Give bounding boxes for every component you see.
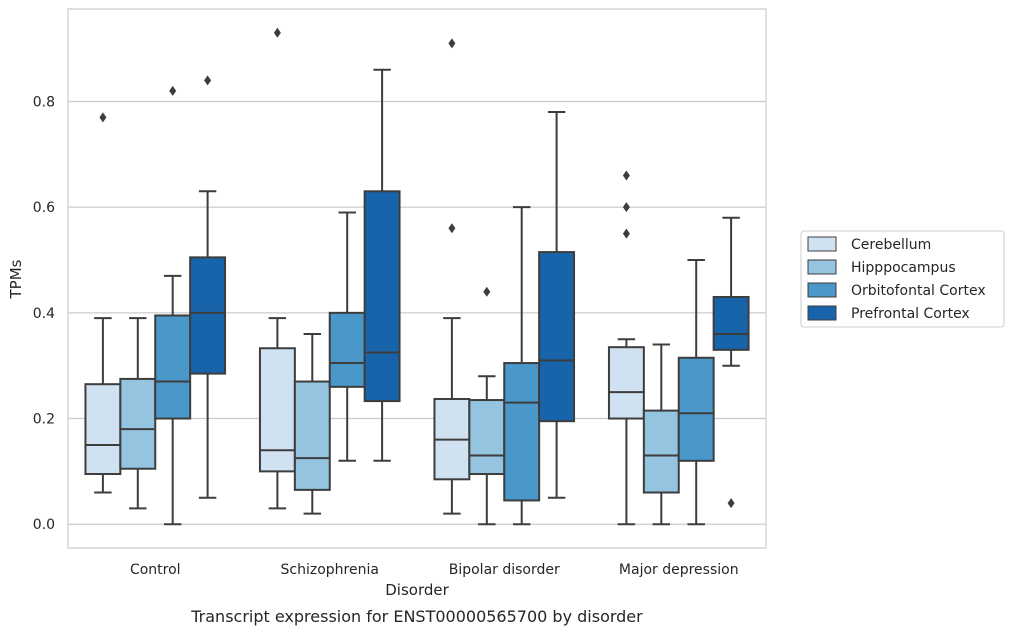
- box-1-2: [328, 211, 366, 462]
- box-3-2: [677, 259, 715, 526]
- box-3-0: [607, 170, 645, 526]
- chart-caption: Transcript expression for ENST0000056570…: [190, 607, 643, 626]
- box-1-3: [363, 68, 401, 462]
- box-iqr: [607, 346, 645, 420]
- box-0-0: [84, 112, 122, 494]
- legend-swatch: [807, 259, 837, 275]
- legend-label: Hipppocampus: [851, 260, 956, 276]
- box-iqr: [119, 377, 157, 470]
- y-tick-label: 0.4: [33, 306, 55, 322]
- box-iqr: [328, 311, 366, 388]
- box-3-3: [712, 216, 750, 509]
- box-iqr: [258, 347, 296, 473]
- box-iqr: [154, 314, 192, 420]
- legend-swatch: [807, 236, 837, 252]
- outlier-point: [727, 498, 735, 509]
- outlier-point: [169, 85, 177, 96]
- outlier-point: [273, 27, 281, 38]
- y-tick-label: 0.6: [33, 200, 55, 216]
- box-series-group: [84, 27, 750, 526]
- x-tick-label: Bipolar disorder: [449, 562, 560, 578]
- box-iqr: [189, 256, 227, 375]
- box-iqr: [84, 383, 122, 476]
- box-2-2: [503, 206, 541, 526]
- box-1-1: [293, 332, 331, 515]
- box-iqr: [712, 295, 750, 351]
- outlier-point: [204, 75, 212, 86]
- legend-label: Prefrontal Cortex: [851, 306, 970, 322]
- legend: Cerebellum Hipppocampus Orbitofontal Corte…: [800, 230, 1005, 328]
- x-axis-title: Disorder: [385, 581, 449, 599]
- y-tick-label: 0.0: [33, 517, 55, 533]
- legend-swatch: [807, 305, 837, 321]
- x-tick-labels: Control Schizophrenia Bipolar disorder Majo…: [130, 562, 739, 578]
- outlier-point: [483, 286, 491, 297]
- box-2-1: [468, 286, 506, 526]
- outlier-point: [622, 170, 630, 181]
- x-tick-label: Schizophrenia: [281, 562, 379, 578]
- outlier-point: [448, 38, 456, 49]
- outlier-point: [99, 112, 107, 123]
- box-iqr: [293, 380, 331, 491]
- y-tick-label: 0.8: [33, 94, 55, 110]
- y-tick-label: 0.2: [33, 412, 55, 428]
- box-0-1: [119, 317, 157, 510]
- box-3-1: [642, 343, 680, 526]
- box-iqr: [642, 409, 680, 494]
- plot-frame: [67, 8, 767, 549]
- legend-swatch: [807, 282, 837, 298]
- outlier-point: [622, 228, 630, 239]
- box-1-0: [258, 27, 296, 510]
- x-tick-label: Major depression: [619, 562, 739, 578]
- box-2-3: [538, 111, 576, 499]
- box-iqr: [363, 190, 401, 403]
- box-iqr: [677, 356, 715, 462]
- y-tick-labels: 0.0 0.2 0.4 0.6 0.8: [33, 94, 55, 533]
- legend-label: Cerebellum: [851, 237, 931, 253]
- box-0-3: [189, 75, 227, 499]
- legend-frame: [800, 230, 1005, 328]
- box-iqr: [503, 362, 541, 502]
- y-axis-title: TPMs: [7, 259, 25, 299]
- box-iqr: [468, 399, 506, 476]
- box-2-0: [433, 38, 471, 515]
- box-iqr: [538, 251, 576, 423]
- x-tick-label: Control: [130, 562, 181, 578]
- outlier-point: [622, 202, 630, 213]
- outlier-point: [448, 223, 456, 234]
- box-0-2: [154, 85, 192, 526]
- legend-label: Orbitofontal Cortex: [851, 283, 986, 299]
